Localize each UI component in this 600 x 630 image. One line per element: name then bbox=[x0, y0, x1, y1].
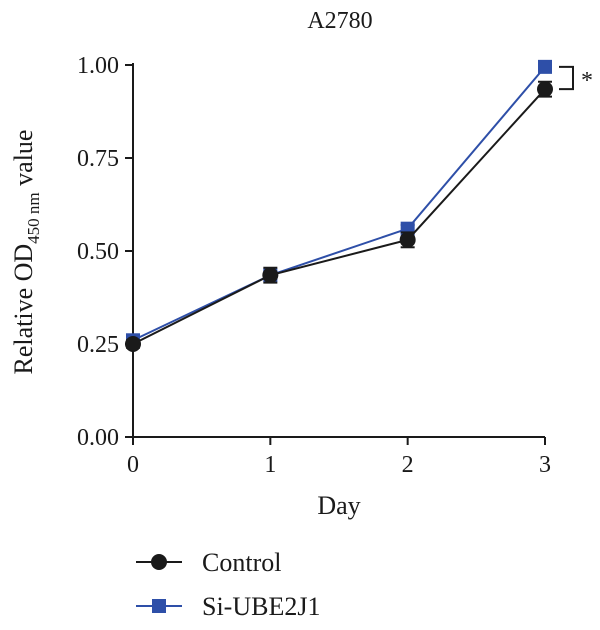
x-tick-label: 3 bbox=[539, 452, 551, 478]
significance-bracket bbox=[559, 65, 574, 91]
y-axis-label: Relative OD450 nm value bbox=[9, 130, 43, 375]
legend-marker-circle bbox=[151, 554, 167, 570]
chart-title: A2780 bbox=[307, 8, 372, 34]
y-tick-label: 0.00 bbox=[77, 425, 119, 451]
legend-entry-si-ube2j1: Si-UBE2J1 bbox=[136, 592, 320, 621]
x-tick-label: 0 bbox=[127, 452, 139, 478]
y-ticks: 0.00 0.25 0.50 0.75 1.00 bbox=[77, 53, 133, 451]
significance-marker: * bbox=[581, 68, 593, 94]
x-ticks: 0 1 2 3 bbox=[127, 437, 551, 478]
svg-text:Relative OD450 nm value: Relative OD450 nm value bbox=[9, 130, 43, 375]
series-si-ube2j1 bbox=[126, 59, 552, 348]
annotation-layer: * bbox=[559, 65, 593, 94]
legend-marker-square bbox=[152, 599, 166, 613]
axes bbox=[132, 63, 545, 438]
series-line-si-ube2j1 bbox=[132, 66, 546, 342]
data-point-square bbox=[538, 59, 552, 74]
x-tick-label: 2 bbox=[402, 452, 414, 478]
legend-label: Control bbox=[202, 548, 281, 577]
y-tick-label: 0.75 bbox=[77, 146, 119, 172]
y-axis-label-subscript: 450 nm bbox=[24, 192, 43, 243]
series-layer bbox=[125, 59, 553, 352]
data-point-circle bbox=[399, 231, 416, 248]
x-tick-label: 1 bbox=[264, 452, 276, 478]
legend-entry-control: Control bbox=[136, 548, 281, 577]
y-axis-label-main: Relative OD bbox=[9, 244, 38, 375]
y-tick-label: 0.50 bbox=[77, 239, 119, 265]
y-tick-label: 0.25 bbox=[77, 332, 119, 358]
data-point-circle bbox=[537, 81, 553, 98]
series-line-control bbox=[132, 88, 546, 345]
x-axis-label: Day bbox=[317, 491, 360, 520]
y-tick-label: 1.00 bbox=[77, 53, 119, 79]
data-point-circle bbox=[125, 336, 141, 352]
legend: Control Si-UBE2J1 bbox=[136, 548, 320, 621]
data-point-circle bbox=[262, 267, 279, 284]
legend-label: Si-UBE2J1 bbox=[202, 592, 320, 621]
series-control bbox=[125, 80, 553, 352]
y-axis-label-tail: value bbox=[9, 130, 38, 193]
